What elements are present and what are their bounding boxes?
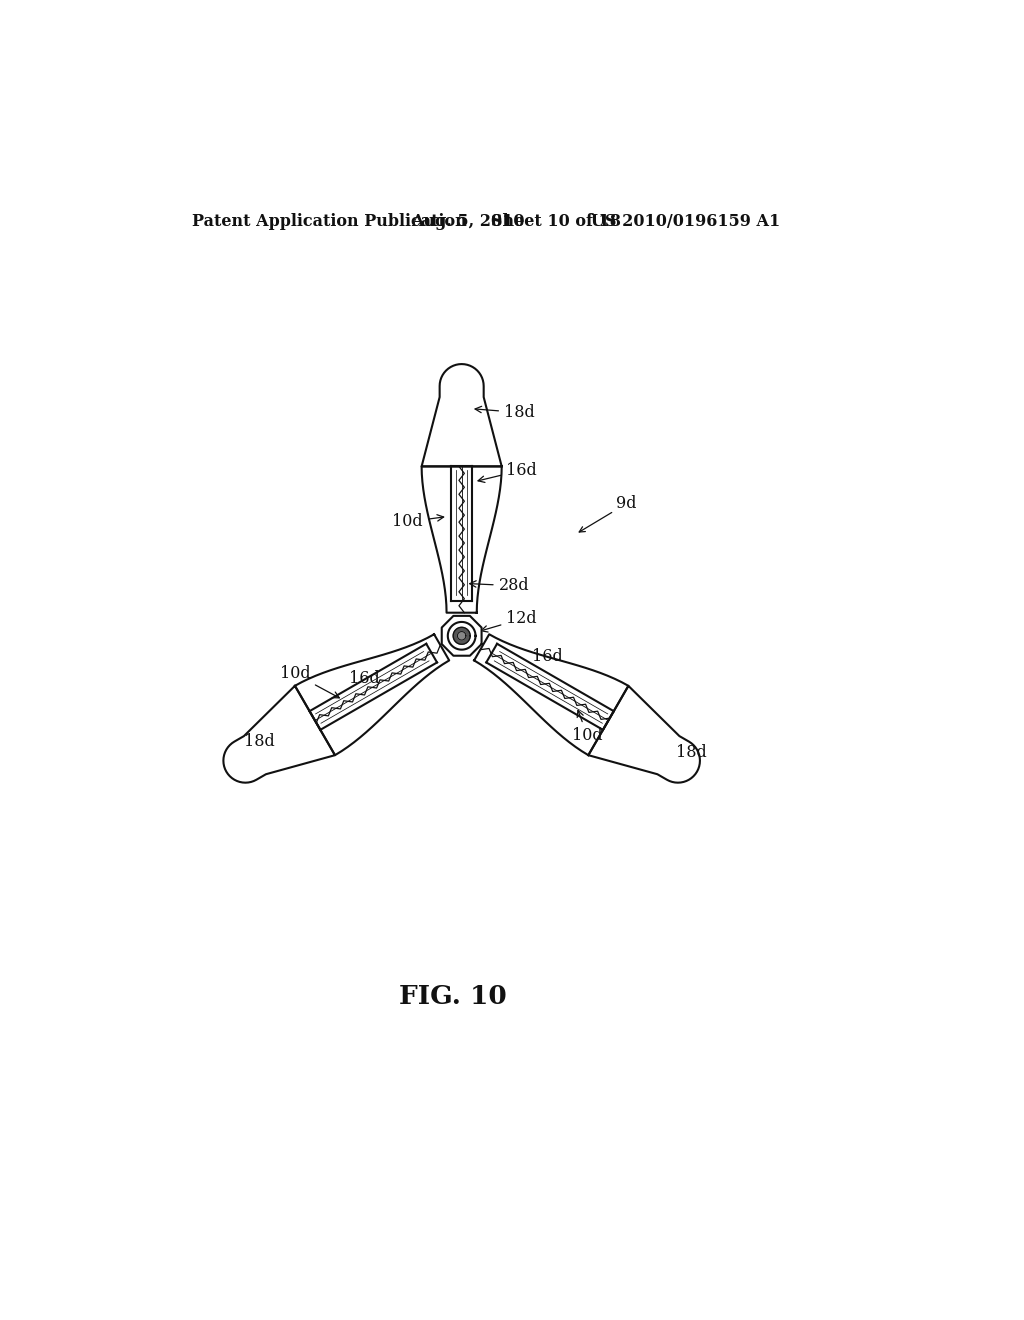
Text: US 2010/0196159 A1: US 2010/0196159 A1 — [591, 213, 780, 230]
Polygon shape — [422, 466, 502, 612]
Text: 12d: 12d — [481, 610, 537, 632]
Text: 18d: 18d — [475, 404, 535, 421]
Polygon shape — [422, 364, 502, 466]
Polygon shape — [589, 686, 700, 783]
Polygon shape — [454, 627, 470, 644]
Text: 10d: 10d — [392, 513, 443, 531]
Text: Aug. 5, 2010: Aug. 5, 2010 — [412, 213, 525, 230]
Polygon shape — [223, 686, 335, 783]
Polygon shape — [458, 631, 466, 640]
Text: 16d: 16d — [532, 648, 563, 665]
Text: 9d: 9d — [615, 495, 636, 512]
Polygon shape — [441, 616, 481, 656]
Text: 16d: 16d — [478, 462, 537, 482]
Text: 18d: 18d — [676, 743, 707, 760]
Text: 18d: 18d — [244, 733, 274, 750]
Polygon shape — [447, 622, 475, 649]
Text: 10d: 10d — [572, 710, 603, 744]
Text: Sheet 10 of 18: Sheet 10 of 18 — [490, 213, 621, 230]
Text: 28d: 28d — [470, 577, 529, 594]
Text: FIG. 10: FIG. 10 — [398, 983, 506, 1008]
Text: Patent Application Publication: Patent Application Publication — [193, 213, 467, 230]
Polygon shape — [295, 635, 450, 755]
Text: 16d: 16d — [349, 669, 380, 686]
Text: 10d: 10d — [280, 665, 339, 698]
Polygon shape — [474, 635, 629, 755]
